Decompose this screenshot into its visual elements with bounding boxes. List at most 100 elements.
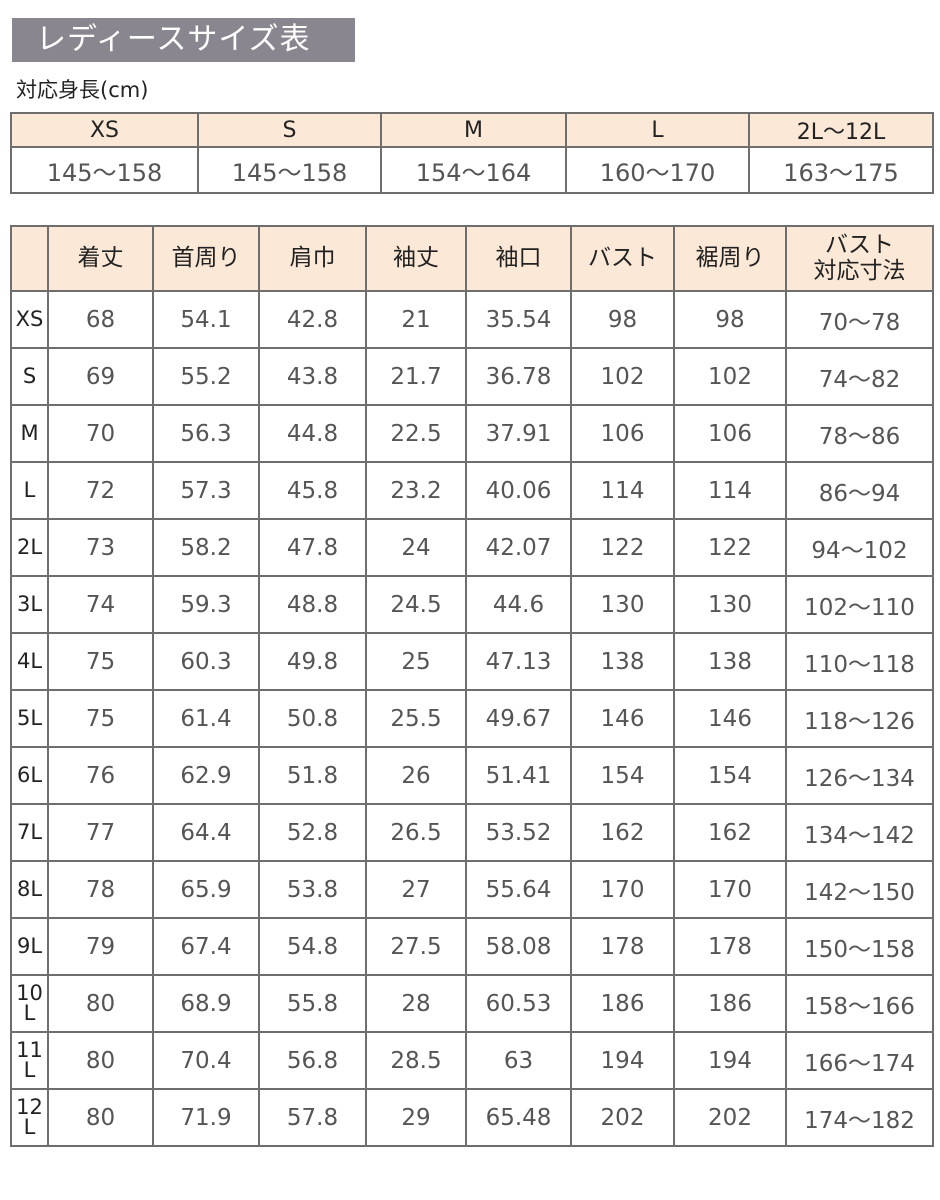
table-cell: 146 bbox=[570, 689, 675, 748]
table-row: 5L 75 61.4 50.8 25.5 49.67 146 146 118〜126 bbox=[10, 689, 934, 748]
table-cell: 51.8 bbox=[258, 746, 367, 805]
table-cell: 106 bbox=[570, 404, 675, 463]
table-cell: 114 bbox=[570, 461, 675, 520]
height-range: 145〜158 bbox=[197, 146, 382, 194]
table-cell: 45.8 bbox=[258, 461, 367, 520]
table-cell: 53.52 bbox=[465, 803, 572, 862]
column-header: 袖口 bbox=[465, 225, 572, 292]
table-row: 9L 79 67.4 54.8 27.5 58.08 178 178 150〜158 bbox=[10, 917, 934, 976]
height-table-values: 145〜158 145〜158 154〜164 160〜170 163〜175 bbox=[10, 146, 934, 194]
column-header: バスト bbox=[570, 225, 675, 292]
size-label: M bbox=[10, 404, 49, 463]
table-cell: 98 bbox=[673, 290, 787, 349]
table-cell: 110〜118 bbox=[785, 632, 934, 691]
size-label: 7L bbox=[10, 803, 49, 862]
table-cell: 170 bbox=[570, 860, 675, 919]
table-cell: 102 bbox=[673, 347, 787, 406]
table-cell: 134〜142 bbox=[785, 803, 934, 862]
table-row: 7L 77 64.4 52.8 26.5 53.52 162 162 134〜142 bbox=[10, 803, 934, 862]
size-label: 11L bbox=[10, 1031, 49, 1090]
table-cell: 47.13 bbox=[465, 632, 572, 691]
table-cell: 24.5 bbox=[365, 575, 467, 634]
table-row: 4L 75 60.3 49.8 25 47.13 138 138 110〜118 bbox=[10, 632, 934, 691]
table-cell: 80 bbox=[47, 974, 154, 1033]
table-cell: 174〜182 bbox=[785, 1088, 934, 1147]
table-cell: 35.54 bbox=[465, 290, 572, 349]
table-cell: 126〜134 bbox=[785, 746, 934, 805]
table-cell: 138 bbox=[673, 632, 787, 691]
table-cell: 28 bbox=[365, 974, 467, 1033]
table-cell: 22.5 bbox=[365, 404, 467, 463]
table-cell: 178 bbox=[673, 917, 787, 976]
table-cell: 98 bbox=[570, 290, 675, 349]
table-cell: 154 bbox=[570, 746, 675, 805]
table-cell: 65.48 bbox=[465, 1088, 572, 1147]
table-cell: 142〜150 bbox=[785, 860, 934, 919]
table-cell: 37.91 bbox=[465, 404, 572, 463]
table-cell: 25 bbox=[365, 632, 467, 691]
table-cell: 86〜94 bbox=[785, 461, 934, 520]
page-title: レディースサイズ表 bbox=[12, 18, 355, 62]
table-cell: 80 bbox=[47, 1031, 154, 1090]
table-cell: 186 bbox=[673, 974, 787, 1033]
table-cell: 178 bbox=[570, 917, 675, 976]
table-cell: 74 bbox=[47, 575, 154, 634]
table-cell: 68.9 bbox=[152, 974, 260, 1033]
table-cell: 122 bbox=[673, 518, 787, 577]
table-cell: 49.8 bbox=[258, 632, 367, 691]
table-cell: 36.78 bbox=[465, 347, 572, 406]
table-cell: 74〜82 bbox=[785, 347, 934, 406]
table-cell: 27 bbox=[365, 860, 467, 919]
height-label: 対応身長(cm) bbox=[16, 78, 149, 102]
size-label: L bbox=[10, 461, 49, 520]
size-label: 3L bbox=[10, 575, 49, 634]
column-header: 袖丈 bbox=[365, 225, 467, 292]
table-cell: 58.08 bbox=[465, 917, 572, 976]
table-cell: 55.8 bbox=[258, 974, 367, 1033]
height-range: 154〜164 bbox=[380, 146, 567, 194]
table-cell: 76 bbox=[47, 746, 154, 805]
table-cell: 194 bbox=[673, 1031, 787, 1090]
table-cell: 26 bbox=[365, 746, 467, 805]
size-header: L bbox=[565, 112, 750, 148]
table-row: 3L 74 59.3 48.8 24.5 44.6 130 130 102〜110 bbox=[10, 575, 934, 634]
table-cell: 166〜174 bbox=[785, 1031, 934, 1090]
table-cell: 73 bbox=[47, 518, 154, 577]
table-cell: 54.1 bbox=[152, 290, 260, 349]
table-cell: 58.2 bbox=[152, 518, 260, 577]
table-cell: 40.06 bbox=[465, 461, 572, 520]
table-cell: 72 bbox=[47, 461, 154, 520]
table-cell: 47.8 bbox=[258, 518, 367, 577]
table-cell: 44.6 bbox=[465, 575, 572, 634]
table-cell: 118〜126 bbox=[785, 689, 934, 748]
table-cell: 150〜158 bbox=[785, 917, 934, 976]
size-label: S bbox=[10, 347, 49, 406]
table-row: 8L 78 65.9 53.8 27 55.64 170 170 142〜150 bbox=[10, 860, 934, 919]
height-range: 163〜175 bbox=[748, 146, 934, 194]
table-cell: 65.9 bbox=[152, 860, 260, 919]
table-cell: 55.2 bbox=[152, 347, 260, 406]
table-row: L 72 57.3 45.8 23.2 40.06 114 114 86〜94 bbox=[10, 461, 934, 520]
column-header: 肩巾 bbox=[258, 225, 367, 292]
size-label: 5L bbox=[10, 689, 49, 748]
table-cell: 49.67 bbox=[465, 689, 572, 748]
table-cell: 56.3 bbox=[152, 404, 260, 463]
column-header: 首周り bbox=[152, 225, 260, 292]
size-label: 6L bbox=[10, 746, 49, 805]
height-table: XS S M L 2L〜12L 145〜158 145〜158 154〜164 160〜170… bbox=[10, 112, 934, 194]
table-cell: 57.8 bbox=[258, 1088, 367, 1147]
table-cell: 67.4 bbox=[152, 917, 260, 976]
table-row: M 70 56.3 44.8 22.5 37.91 106 106 78〜86 bbox=[10, 404, 934, 463]
table-cell: 54.8 bbox=[258, 917, 367, 976]
table-cell: 42.07 bbox=[465, 518, 572, 577]
size-label: 9L bbox=[10, 917, 49, 976]
table-cell: 64.4 bbox=[152, 803, 260, 862]
column-header: 着丈 bbox=[47, 225, 154, 292]
size-label: XS bbox=[10, 290, 49, 349]
table-row: S 69 55.2 43.8 21.7 36.78 102 102 74〜82 bbox=[10, 347, 934, 406]
table-cell: 61.4 bbox=[152, 689, 260, 748]
table-cell: 21 bbox=[365, 290, 467, 349]
table-cell: 102〜110 bbox=[785, 575, 934, 634]
size-label: 4L bbox=[10, 632, 49, 691]
size-header: M bbox=[380, 112, 567, 148]
